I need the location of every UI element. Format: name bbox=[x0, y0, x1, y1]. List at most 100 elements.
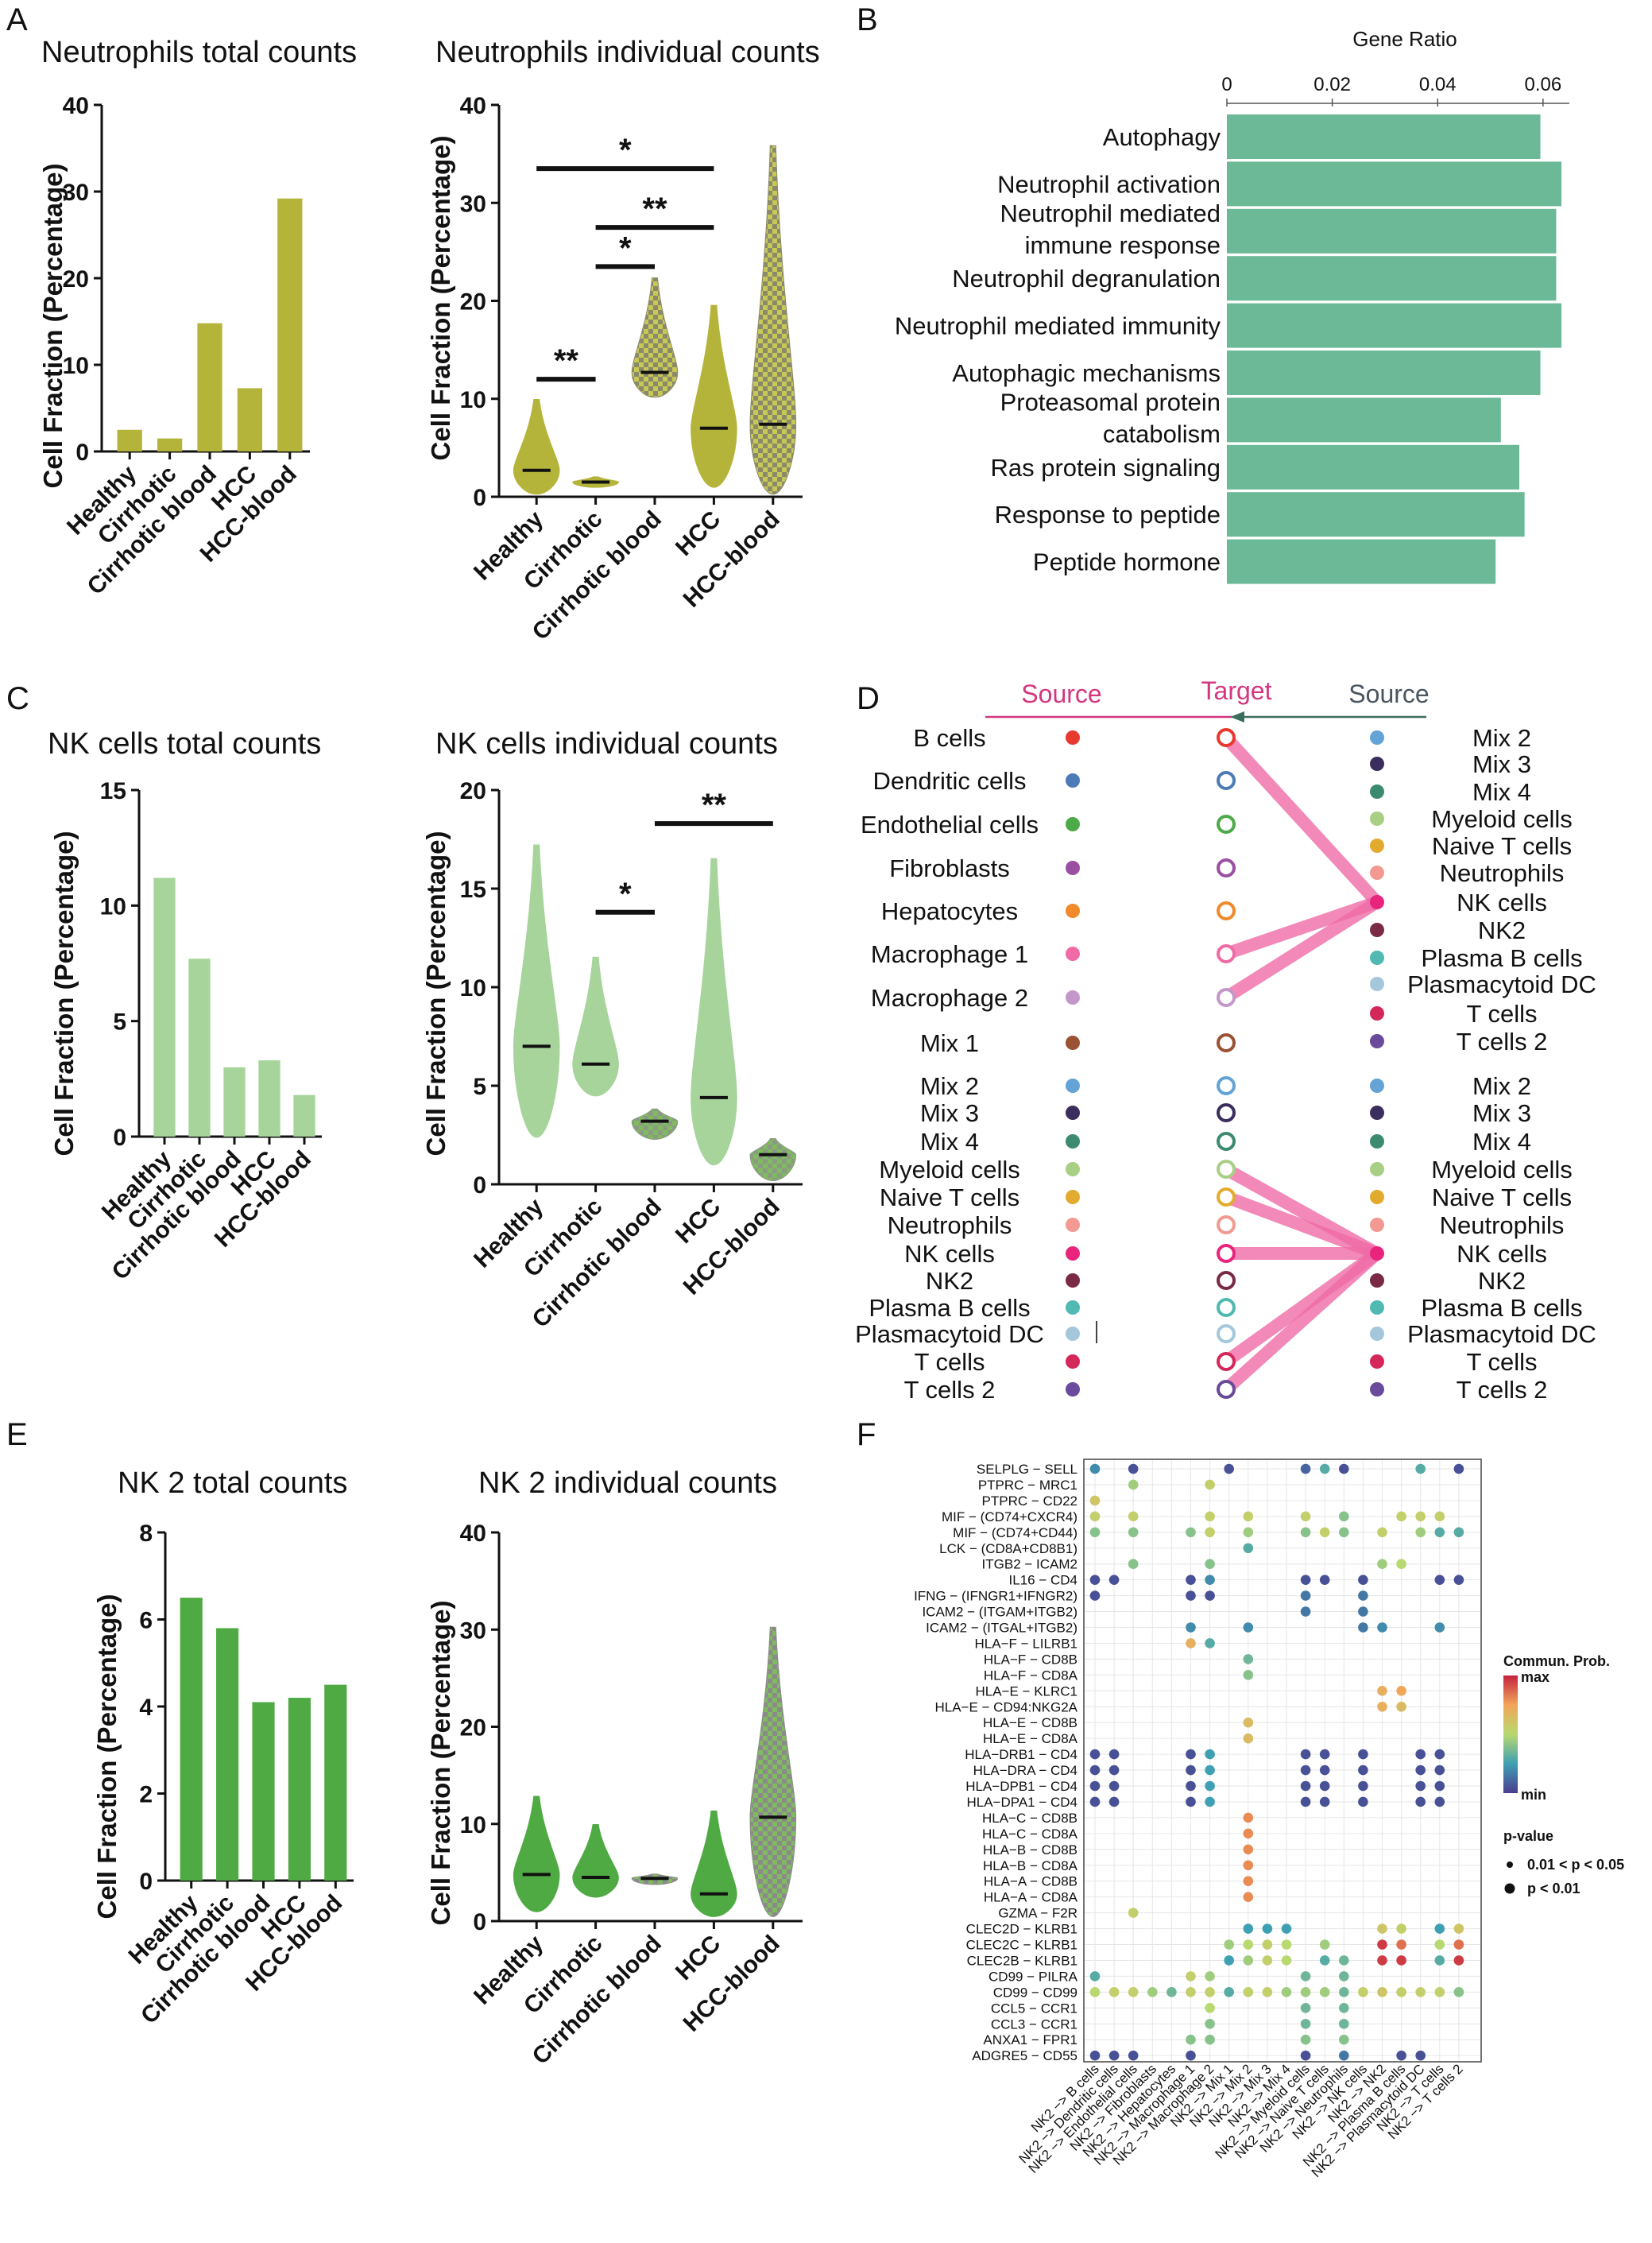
f-dot bbox=[1415, 1463, 1426, 1474]
f-dot bbox=[1319, 1796, 1330, 1807]
e2-y-tick-label: 0 bbox=[473, 1909, 486, 1935]
d-bottom-dot-left bbox=[1066, 1382, 1080, 1397]
cell-communication-diagram: Source Target Source B cells Dendritic ce… bbox=[855, 676, 1596, 1404]
f-dot bbox=[1243, 1860, 1254, 1871]
d-source-label-left: Mix 1 bbox=[920, 1029, 979, 1057]
d-source-dot-right bbox=[1370, 923, 1384, 937]
a1-bar bbox=[117, 429, 142, 451]
d-target-ring bbox=[1217, 815, 1236, 834]
f-dot bbox=[1243, 1622, 1254, 1633]
d-bottom-target-ring bbox=[1217, 1244, 1236, 1263]
d-bottom-dot-right bbox=[1370, 1246, 1384, 1261]
e1-y-tick-label: 6 bbox=[139, 1608, 153, 1634]
f-dot bbox=[1300, 1765, 1311, 1776]
f-dot bbox=[1339, 1955, 1349, 1966]
f-dot bbox=[1224, 1939, 1234, 1950]
d-bottom-dot-right bbox=[1370, 1354, 1384, 1369]
d-bottom-dot-left bbox=[1066, 1246, 1080, 1261]
f-dot bbox=[1377, 1622, 1387, 1633]
b-term-label: Proteasomal protein bbox=[1000, 388, 1221, 416]
d-bottom-label-left: Myeloid cells bbox=[879, 1156, 1019, 1183]
f-dot bbox=[1453, 1527, 1464, 1538]
a1-y-tick-label: 20 bbox=[63, 266, 89, 292]
f-dot bbox=[1319, 1575, 1330, 1585]
f-row-label: ADGRE5 − CD55 bbox=[972, 2048, 1077, 2063]
f-dot bbox=[1089, 1749, 1101, 1760]
f-row-label: HLA−F − CD8A bbox=[984, 1668, 1078, 1683]
f-row-label: HLA−A − CD8A bbox=[984, 1890, 1078, 1905]
d-bottom-label-left: NK2 bbox=[926, 1267, 973, 1295]
f-row-label: HLA−DRB1 − CD4 bbox=[965, 1747, 1077, 1762]
f-dot bbox=[1300, 1575, 1311, 1585]
d-bottom-dot-left bbox=[1066, 1134, 1080, 1149]
f-dot bbox=[1377, 1686, 1387, 1696]
e2-y-tick-label: 40 bbox=[460, 1521, 486, 1547]
f-dot bbox=[1453, 1987, 1464, 1997]
f-dot bbox=[1205, 1796, 1215, 1807]
b-bar bbox=[1227, 161, 1562, 207]
a2-violin-pattern bbox=[632, 278, 678, 397]
f-dot bbox=[1300, 2003, 1311, 2013]
c1-bar bbox=[188, 959, 211, 1137]
f-dot bbox=[1300, 1590, 1311, 1601]
f-dot bbox=[1205, 1590, 1215, 1601]
a2-significance-label: ** bbox=[554, 343, 579, 378]
d-bottom-label-left: Mix 3 bbox=[920, 1099, 979, 1127]
f-dot bbox=[1186, 1590, 1196, 1601]
f-dot bbox=[1089, 1796, 1101, 1807]
f-dot bbox=[1243, 1828, 1254, 1839]
f-dot bbox=[1434, 1955, 1445, 1966]
f-dot bbox=[1243, 1812, 1254, 1823]
d-bottom-target-ring bbox=[1217, 1380, 1236, 1399]
d-bottom-target-ring bbox=[1217, 1298, 1236, 1317]
f-dot bbox=[1434, 1987, 1445, 1997]
f-row-label: ITGB2 − ICAM2 bbox=[982, 1557, 1077, 1572]
d-bottom-label-right: Mix 4 bbox=[1472, 1128, 1531, 1156]
f-dot bbox=[1415, 1765, 1426, 1776]
f-row-label: HLA−B − CD8A bbox=[983, 1858, 1078, 1873]
f-dot bbox=[1186, 1527, 1196, 1538]
b-bar bbox=[1227, 492, 1525, 537]
d-bottom-label-left: Mix 4 bbox=[920, 1128, 979, 1156]
d-source-label-right: NK cells bbox=[1457, 889, 1547, 916]
d-source-dot-right bbox=[1370, 757, 1384, 771]
a2-significance-label: ** bbox=[642, 192, 667, 227]
d-target-ring bbox=[1217, 944, 1236, 963]
f-dot bbox=[1205, 2003, 1215, 2013]
d-bottom-label-right: Plasmacytoid DC bbox=[1407, 1320, 1596, 1348]
f-dot bbox=[1243, 1955, 1254, 1966]
a2-violin bbox=[691, 304, 737, 488]
b-bar bbox=[1227, 208, 1557, 254]
d-header-source-left: Source bbox=[1021, 680, 1101, 708]
f-dot bbox=[1453, 1463, 1464, 1474]
b-x-tick-label: 0.06 bbox=[1524, 74, 1561, 95]
c1-bar bbox=[223, 1067, 246, 1137]
f-dot bbox=[1358, 1590, 1368, 1601]
f-row-label: CD99 − PILRA bbox=[988, 1969, 1078, 1984]
f-row-label: HLA−DRA − CD4 bbox=[973, 1763, 1077, 1778]
e2-violin bbox=[572, 1823, 619, 1898]
f-dot bbox=[1243, 1543, 1254, 1554]
f-dot bbox=[1319, 1939, 1330, 1950]
f-dot bbox=[1089, 1765, 1101, 1776]
f-dot bbox=[1434, 1575, 1445, 1585]
f-row-label: CCL3 − CCR1 bbox=[991, 2016, 1077, 2032]
f-dot bbox=[1358, 1796, 1368, 1807]
b-bar bbox=[1227, 303, 1562, 348]
d-source-dot-left bbox=[1066, 947, 1080, 961]
a1-y-tick-label: 40 bbox=[63, 93, 89, 119]
panel-letter-f: F bbox=[857, 1417, 876, 1452]
f-row-label: LCK − (CD8A+CD8B1) bbox=[939, 1541, 1077, 1556]
d-header-source-right: Source bbox=[1348, 680, 1429, 708]
panel-letter-b: B bbox=[857, 2, 878, 37]
legend-pvalue-label-2: p < 0.01 bbox=[1527, 1881, 1580, 1896]
a1-y-tick-label: 0 bbox=[75, 440, 89, 466]
d-source-label-right: T cells 2 bbox=[1457, 1028, 1548, 1056]
c2-category-label: HCC bbox=[671, 1194, 725, 1249]
e1-y-tick-label: 8 bbox=[139, 1521, 153, 1547]
f-dot bbox=[1243, 1987, 1254, 1997]
b-bar bbox=[1227, 397, 1501, 443]
f-dot bbox=[1186, 1749, 1196, 1760]
b-term-label: Autophagy bbox=[1103, 123, 1221, 151]
